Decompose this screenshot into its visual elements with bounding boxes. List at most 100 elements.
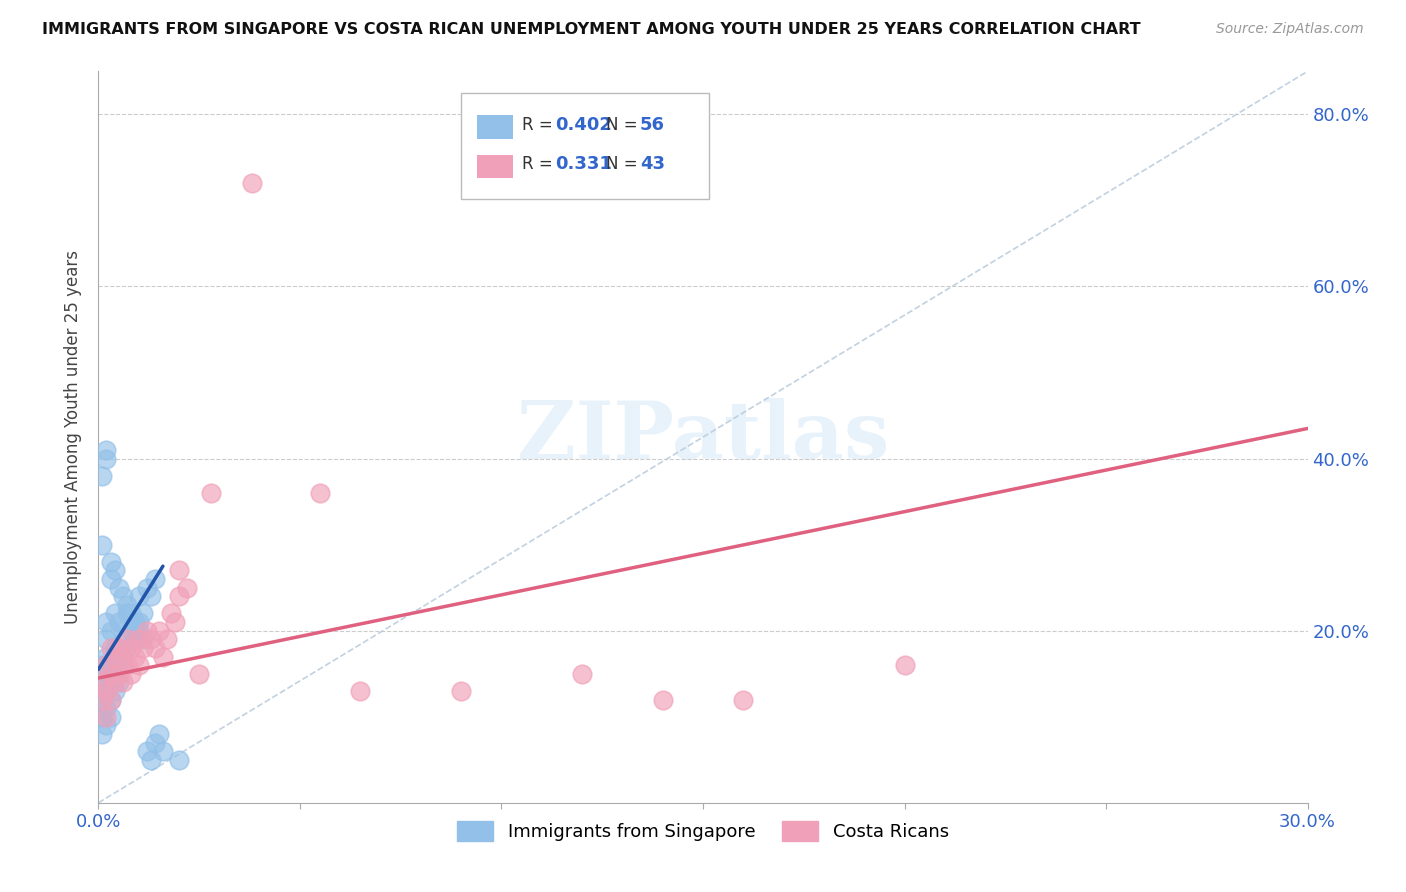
- Point: [349, 684, 371, 698]
- Point: [111, 589, 134, 603]
- Point: [571, 666, 593, 681]
- Point: [128, 589, 150, 603]
- Point: [115, 658, 138, 673]
- Text: R =: R =: [522, 155, 562, 173]
- Point: [132, 607, 155, 621]
- Point: [91, 710, 114, 724]
- Text: 56: 56: [640, 116, 665, 134]
- Text: N =: N =: [606, 155, 643, 173]
- Point: [100, 666, 122, 681]
- Point: [103, 564, 125, 578]
- Point: [100, 640, 122, 655]
- Point: [176, 581, 198, 595]
- Point: [148, 727, 170, 741]
- Text: 43: 43: [640, 155, 665, 173]
- Point: [115, 640, 138, 655]
- Point: [893, 658, 915, 673]
- Point: [167, 589, 190, 603]
- Point: [96, 615, 118, 629]
- Point: [100, 692, 122, 706]
- Point: [100, 675, 122, 690]
- Point: [96, 649, 118, 664]
- Point: [96, 442, 118, 457]
- Point: [91, 727, 114, 741]
- Point: [143, 572, 166, 586]
- Point: [733, 692, 755, 706]
- Point: [103, 666, 125, 681]
- Point: [139, 632, 162, 647]
- Point: [111, 649, 134, 664]
- Point: [450, 684, 472, 698]
- Point: [96, 658, 118, 673]
- Point: [91, 692, 114, 706]
- Point: [143, 735, 166, 749]
- Point: [96, 684, 118, 698]
- Point: [188, 666, 211, 681]
- Text: R =: R =: [522, 116, 558, 134]
- Point: [103, 649, 125, 664]
- Legend: Immigrants from Singapore, Costa Ricans: Immigrants from Singapore, Costa Ricans: [450, 814, 956, 848]
- Point: [167, 753, 190, 767]
- Point: [115, 598, 138, 612]
- Point: [91, 538, 114, 552]
- Point: [91, 468, 114, 483]
- Point: [96, 718, 118, 732]
- Point: [124, 649, 146, 664]
- Point: [163, 615, 186, 629]
- Point: [135, 581, 157, 595]
- Point: [96, 666, 118, 681]
- Point: [96, 632, 118, 647]
- Point: [107, 640, 129, 655]
- Point: [111, 624, 134, 638]
- Point: [148, 624, 170, 638]
- Point: [96, 701, 118, 715]
- Y-axis label: Unemployment Among Youth under 25 years: Unemployment Among Youth under 25 years: [65, 250, 83, 624]
- Text: Source: ZipAtlas.com: Source: ZipAtlas.com: [1216, 22, 1364, 37]
- Point: [107, 581, 129, 595]
- Point: [128, 658, 150, 673]
- Point: [200, 486, 222, 500]
- Point: [152, 744, 174, 758]
- Point: [100, 658, 122, 673]
- FancyBboxPatch shape: [461, 94, 709, 200]
- Point: [91, 675, 114, 690]
- Point: [143, 640, 166, 655]
- Point: [124, 615, 146, 629]
- Point: [107, 666, 129, 681]
- Point: [309, 486, 332, 500]
- Point: [96, 684, 118, 698]
- Point: [152, 649, 174, 664]
- Point: [128, 624, 150, 638]
- Point: [160, 607, 183, 621]
- Point: [120, 640, 142, 655]
- Point: [100, 555, 122, 569]
- Point: [240, 176, 263, 190]
- Text: IMMIGRANTS FROM SINGAPORE VS COSTA RICAN UNEMPLOYMENT AMONG YOUTH UNDER 25 YEARS: IMMIGRANTS FROM SINGAPORE VS COSTA RICAN…: [42, 22, 1140, 37]
- Point: [120, 624, 142, 638]
- Point: [107, 675, 129, 690]
- Point: [115, 607, 138, 621]
- Point: [651, 692, 673, 706]
- Point: [96, 451, 118, 466]
- Point: [100, 572, 122, 586]
- Point: [111, 675, 134, 690]
- Point: [115, 632, 138, 647]
- Text: N =: N =: [606, 116, 643, 134]
- Point: [100, 692, 122, 706]
- Text: 0.402: 0.402: [555, 116, 613, 134]
- Point: [139, 589, 162, 603]
- Point: [156, 632, 179, 647]
- Point: [132, 640, 155, 655]
- Point: [103, 640, 125, 655]
- Point: [91, 675, 114, 690]
- Point: [96, 710, 118, 724]
- FancyBboxPatch shape: [477, 154, 513, 178]
- Point: [111, 658, 134, 673]
- Point: [135, 624, 157, 638]
- Point: [103, 684, 125, 698]
- Point: [135, 744, 157, 758]
- Point: [120, 607, 142, 621]
- Point: [103, 607, 125, 621]
- Point: [128, 632, 150, 647]
- Text: ZIPatlas: ZIPatlas: [517, 398, 889, 476]
